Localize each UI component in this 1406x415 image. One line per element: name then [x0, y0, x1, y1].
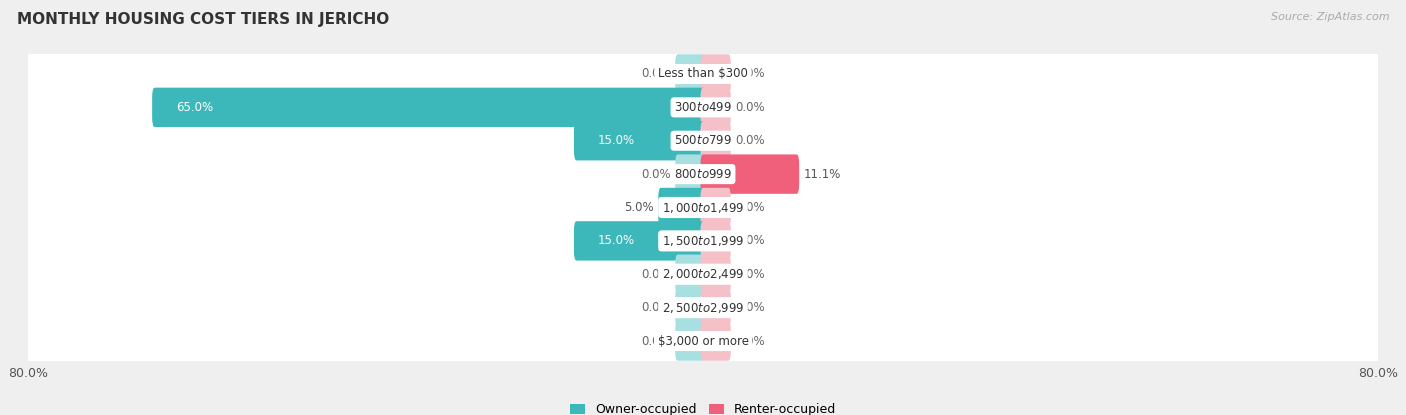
Text: Source: ZipAtlas.com: Source: ZipAtlas.com — [1271, 12, 1389, 22]
Text: 0.0%: 0.0% — [641, 168, 671, 181]
FancyBboxPatch shape — [700, 154, 799, 194]
Text: 0.0%: 0.0% — [735, 301, 765, 314]
FancyBboxPatch shape — [675, 154, 706, 194]
Text: 0.0%: 0.0% — [735, 134, 765, 147]
FancyBboxPatch shape — [574, 221, 706, 261]
FancyBboxPatch shape — [675, 321, 706, 361]
FancyBboxPatch shape — [700, 254, 731, 294]
FancyBboxPatch shape — [675, 54, 706, 94]
Text: 0.0%: 0.0% — [735, 68, 765, 81]
FancyBboxPatch shape — [675, 254, 706, 294]
FancyBboxPatch shape — [700, 188, 731, 227]
Text: 0.0%: 0.0% — [735, 268, 765, 281]
FancyBboxPatch shape — [27, 276, 1379, 340]
Text: 15.0%: 15.0% — [598, 234, 634, 247]
FancyBboxPatch shape — [152, 88, 706, 127]
Text: 15.0%: 15.0% — [598, 134, 634, 147]
FancyBboxPatch shape — [700, 321, 731, 361]
FancyBboxPatch shape — [700, 121, 731, 161]
Text: 0.0%: 0.0% — [735, 234, 765, 247]
FancyBboxPatch shape — [27, 75, 1379, 139]
Text: 5.0%: 5.0% — [624, 201, 654, 214]
Text: $1,500 to $1,999: $1,500 to $1,999 — [662, 234, 744, 248]
Text: $2,000 to $2,499: $2,000 to $2,499 — [662, 267, 744, 281]
Text: 0.0%: 0.0% — [735, 334, 765, 347]
Text: 0.0%: 0.0% — [641, 68, 671, 81]
Text: 65.0%: 65.0% — [176, 101, 212, 114]
Text: 0.0%: 0.0% — [735, 101, 765, 114]
Text: $1,000 to $1,499: $1,000 to $1,499 — [662, 200, 744, 215]
Text: 11.1%: 11.1% — [803, 168, 841, 181]
FancyBboxPatch shape — [700, 54, 731, 94]
Text: $2,500 to $2,999: $2,500 to $2,999 — [662, 300, 744, 315]
FancyBboxPatch shape — [27, 209, 1379, 273]
Text: 0.0%: 0.0% — [735, 201, 765, 214]
FancyBboxPatch shape — [675, 288, 706, 327]
FancyBboxPatch shape — [658, 188, 706, 227]
Text: $300 to $499: $300 to $499 — [673, 101, 733, 114]
Text: 0.0%: 0.0% — [641, 268, 671, 281]
Legend: Owner-occupied, Renter-occupied: Owner-occupied, Renter-occupied — [564, 397, 842, 415]
Text: 0.0%: 0.0% — [641, 334, 671, 347]
FancyBboxPatch shape — [27, 42, 1379, 106]
Text: 0.0%: 0.0% — [641, 301, 671, 314]
FancyBboxPatch shape — [27, 309, 1379, 373]
Text: $3,000 or more: $3,000 or more — [658, 334, 748, 347]
FancyBboxPatch shape — [27, 142, 1379, 206]
Text: $500 to $799: $500 to $799 — [673, 134, 733, 147]
FancyBboxPatch shape — [700, 88, 731, 127]
FancyBboxPatch shape — [700, 221, 731, 261]
FancyBboxPatch shape — [27, 242, 1379, 306]
FancyBboxPatch shape — [700, 288, 731, 327]
FancyBboxPatch shape — [574, 121, 706, 161]
FancyBboxPatch shape — [27, 109, 1379, 173]
Text: $800 to $999: $800 to $999 — [673, 168, 733, 181]
Text: Less than $300: Less than $300 — [658, 68, 748, 81]
FancyBboxPatch shape — [27, 176, 1379, 239]
Text: MONTHLY HOUSING COST TIERS IN JERICHO: MONTHLY HOUSING COST TIERS IN JERICHO — [17, 12, 389, 27]
